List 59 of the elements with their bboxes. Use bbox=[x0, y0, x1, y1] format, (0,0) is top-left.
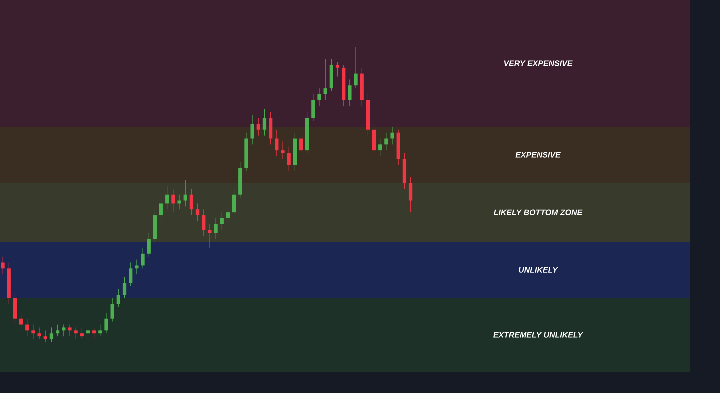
candlestick bbox=[159, 198, 164, 222]
candlestick bbox=[172, 188, 176, 213]
candlestick bbox=[384, 132, 388, 151]
candlestick bbox=[74, 327, 78, 340]
candlestick bbox=[202, 209, 206, 236]
candlestick bbox=[166, 186, 170, 210]
candlestick bbox=[32, 324, 36, 340]
candlestick bbox=[372, 124, 376, 157]
candlestick bbox=[184, 180, 188, 207]
candlestick bbox=[147, 232, 151, 258]
candlestick bbox=[196, 203, 200, 222]
candlestick bbox=[44, 330, 48, 343]
candlestick bbox=[208, 224, 212, 248]
candlestick bbox=[214, 218, 218, 240]
candlestick bbox=[390, 126, 394, 145]
candlestick bbox=[135, 260, 139, 275]
candlestick bbox=[232, 188, 236, 216]
candlestick bbox=[178, 194, 182, 210]
candlestick bbox=[116, 289, 120, 308]
candlestick bbox=[122, 277, 127, 298]
candlestick bbox=[348, 79, 352, 107]
candlestick bbox=[262, 108, 267, 136]
candlestick bbox=[26, 318, 30, 337]
candlestick bbox=[62, 324, 66, 337]
candlestick bbox=[98, 324, 102, 337]
candlestick bbox=[38, 327, 42, 340]
candlestick bbox=[68, 324, 72, 337]
candlestick bbox=[318, 88, 322, 107]
candlestick bbox=[92, 327, 96, 340]
candlestick bbox=[330, 58, 334, 92]
candlestick bbox=[141, 248, 145, 269]
candlestick bbox=[336, 62, 340, 78]
candlestick bbox=[226, 206, 230, 225]
candlestick bbox=[250, 114, 254, 145]
candlestick bbox=[129, 262, 133, 287]
candlestick bbox=[50, 327, 54, 343]
candlestick bbox=[275, 130, 279, 157]
candlestick bbox=[378, 138, 382, 157]
candlestick bbox=[402, 153, 407, 190]
candlestick bbox=[80, 327, 84, 340]
candlestick bbox=[190, 188, 194, 216]
candlestick bbox=[299, 132, 304, 157]
candlestick bbox=[86, 324, 90, 337]
candlestick bbox=[324, 58, 328, 101]
candlestick bbox=[256, 118, 260, 136]
candlestick bbox=[281, 141, 285, 160]
candlestick bbox=[13, 292, 18, 326]
candlestick bbox=[110, 298, 114, 322]
candlestick bbox=[153, 209, 158, 242]
candlestick bbox=[354, 46, 358, 89]
candlestick bbox=[268, 112, 273, 145]
candlestick bbox=[408, 176, 413, 213]
candlestick bbox=[56, 324, 60, 337]
candlestick bbox=[1, 256, 5, 275]
candlestick bbox=[220, 212, 224, 231]
candlestick bbox=[287, 147, 291, 172]
candlestick bbox=[104, 312, 108, 334]
candlestick bbox=[312, 94, 316, 122]
candlestick bbox=[19, 312, 24, 331]
